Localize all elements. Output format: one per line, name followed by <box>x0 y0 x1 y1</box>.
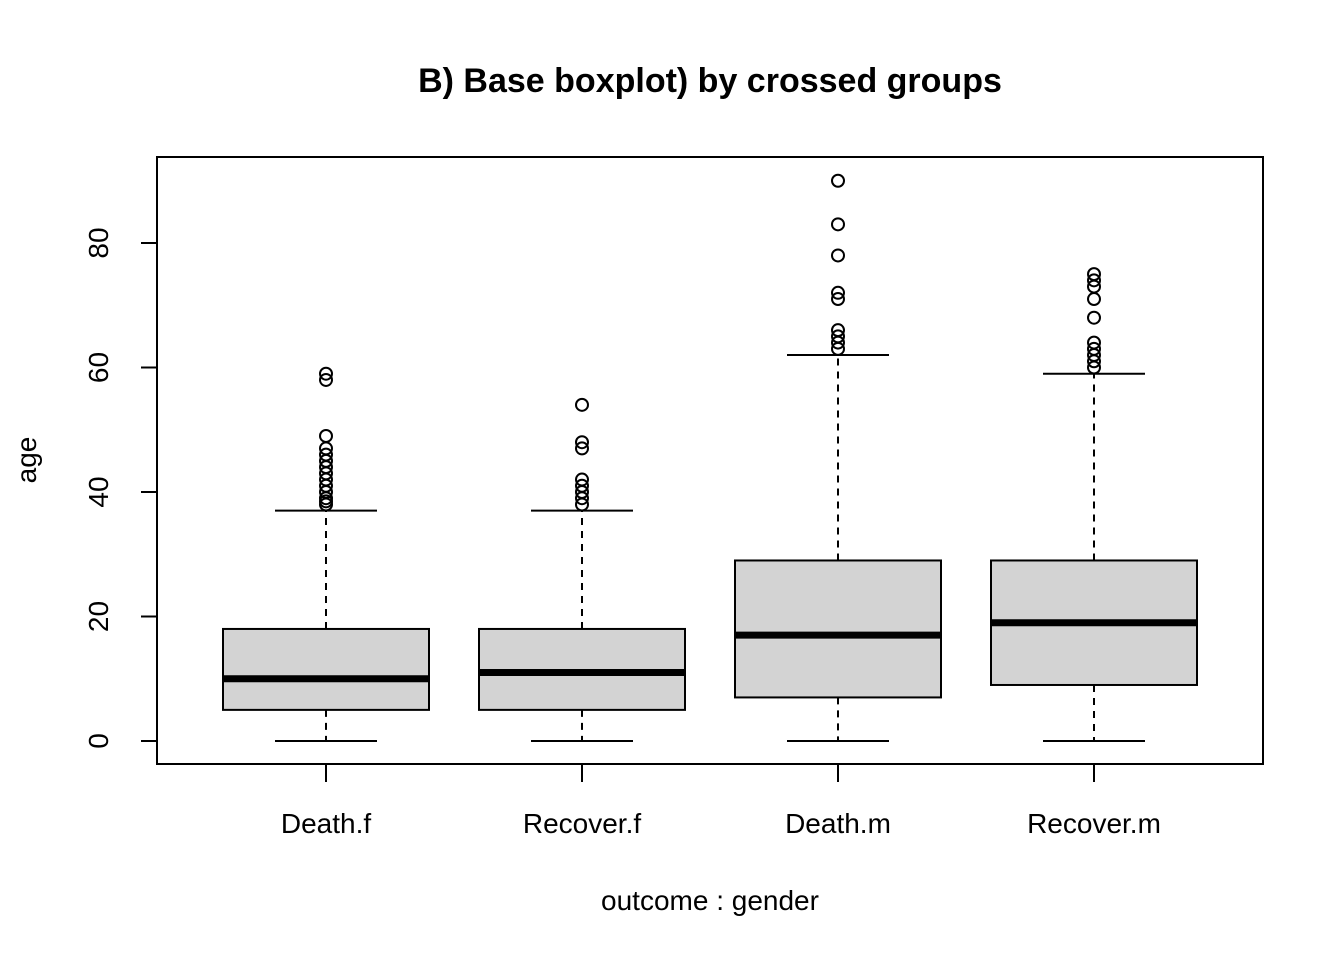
y-tick-label: 20 <box>83 601 114 632</box>
y-tick-label: 60 <box>83 352 114 383</box>
outlier-point <box>831 329 845 344</box>
iqr-box <box>734 559 942 699</box>
outlier-point <box>1087 341 1101 356</box>
box-group <box>222 366 430 742</box>
outlier-point <box>831 292 845 307</box>
y-tick-label: 0 <box>83 733 114 749</box>
y-axis: 0 20 40 60 80 <box>83 227 158 749</box>
x-tick-label: Death.m <box>785 808 891 839</box>
outlier-point <box>319 372 333 387</box>
outlier-point <box>1087 310 1101 325</box>
y-tick-label: 80 <box>83 227 114 258</box>
x-axis-label: outcome : gender <box>601 885 819 916</box>
box-group <box>478 397 686 742</box>
outlier-point <box>1087 292 1101 307</box>
outlier-point <box>831 217 845 232</box>
iqr-box <box>222 627 430 711</box>
y-axis-label: age <box>11 437 42 484</box>
outlier-point <box>575 472 589 487</box>
outlier-point <box>319 447 333 462</box>
outlier-point <box>1087 267 1101 282</box>
outlier-point <box>831 173 845 188</box>
outlier-point <box>831 248 845 263</box>
outlier-point <box>1087 273 1101 288</box>
outlier-point <box>319 428 333 443</box>
outlier-point <box>1087 335 1101 350</box>
outlier-point <box>575 441 589 456</box>
outlier-point <box>575 478 589 493</box>
x-axis: Death.f Recover.f Death.m Recover.m <box>281 764 1161 839</box>
box-group <box>990 267 1198 742</box>
x-tick-label: Recover.f <box>523 808 641 839</box>
x-tick-label: Recover.m <box>1027 808 1161 839</box>
outlier-point <box>831 285 845 300</box>
outlier-point <box>575 435 589 450</box>
y-tick-label: 40 <box>83 476 114 507</box>
chart-title: B) Base boxplot) by crossed groups <box>418 62 1002 100</box>
outlier-point <box>575 397 589 412</box>
boxes-layer <box>222 173 1198 742</box>
outlier-point <box>319 366 333 381</box>
box-group <box>734 173 942 742</box>
x-tick-label: Death.f <box>281 808 371 839</box>
outlier-point <box>831 323 845 338</box>
